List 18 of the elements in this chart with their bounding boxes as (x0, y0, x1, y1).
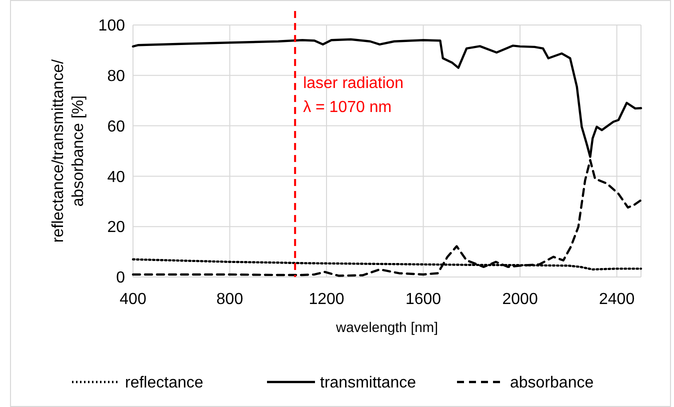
ref-line-label: laser radiation λ = 1070 nm (303, 75, 404, 116)
legend-label: transmittance (320, 374, 416, 392)
x-tick-label: 2000 (502, 291, 538, 308)
y-tick-label: 60 (107, 118, 126, 136)
y-tick-label: 80 (107, 68, 126, 85)
y-tick-label: 100 (98, 18, 126, 35)
x-tick-label: 2400 (599, 291, 635, 308)
x-tick-label: 1600 (405, 291, 442, 308)
y-tick-label: 20 (107, 219, 126, 236)
y-axis-title: reflectance/transmittance/ absorbance [%] (50, 58, 87, 243)
legend-label: absorbance (510, 374, 594, 392)
x-tick-label: 800 (216, 291, 244, 308)
y-tick-label: 40 (107, 168, 126, 186)
y-tick-label: 0 (116, 270, 126, 287)
legend-label: reflectance (125, 374, 204, 392)
x-axis-title: wavelength [nm] (335, 319, 438, 335)
x-tick-label: 1200 (308, 291, 344, 308)
x-tick-label: 400 (120, 291, 146, 308)
